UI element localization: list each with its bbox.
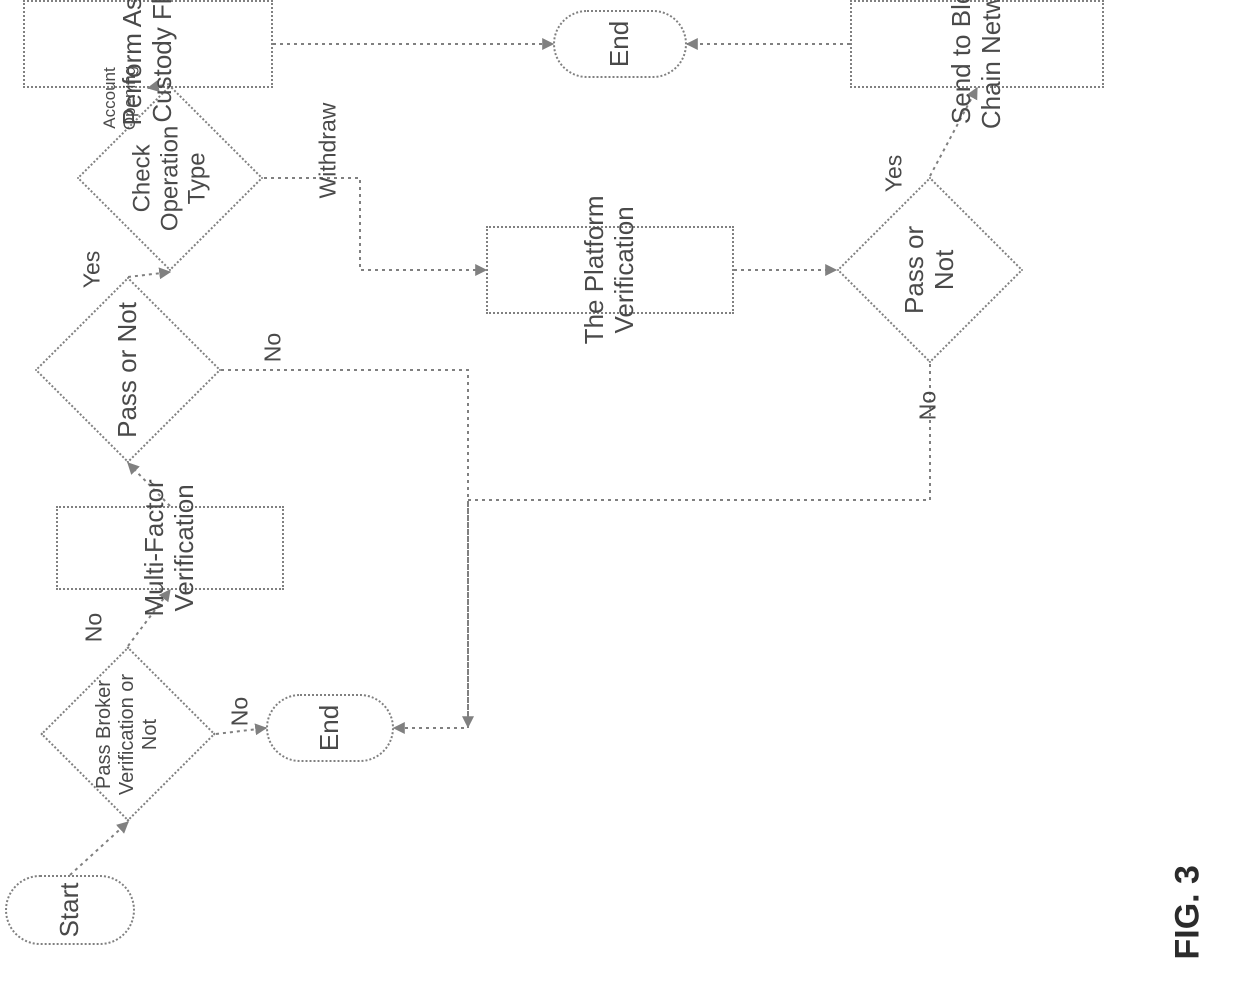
node-label: Pass orNot (900, 177, 960, 363)
node-label: Pass or Not (113, 277, 143, 463)
edge-label: Withdraw (315, 109, 342, 199)
node-broker_verif: Pass BrokerVerification orNot (40, 646, 216, 822)
node-end2: End (553, 10, 687, 78)
edge-label: No (227, 667, 254, 757)
node-pass2: Pass orNot (836, 176, 1024, 364)
node-mfa: Multi-FactorVerification (56, 506, 284, 590)
node-platform_verif: The PlatformVerification (486, 226, 734, 314)
node-label: Pass BrokerVerification orNot (93, 646, 162, 821)
edge-label: No (260, 303, 287, 393)
node-label: End (315, 666, 345, 790)
node-custody: Perform AssetCustody Flow (23, 0, 273, 88)
node-label: The PlatformVerification (580, 148, 640, 392)
node-label: End (605, 0, 635, 109)
node-send_block: Send to BlockChain Network (850, 0, 1104, 88)
node-label: Start (55, 847, 85, 973)
node-label: Send to BlockChain Network (947, 0, 1007, 169)
node-start: Start (5, 875, 135, 945)
node-label: CheckOperationType (129, 85, 212, 271)
node-label: Multi-FactorVerification (140, 436, 200, 660)
node-pass1: Pass or Not (35, 277, 221, 463)
node-end1: End (266, 694, 394, 762)
figure-caption: FIG. 3 (1169, 820, 1208, 960)
edge-label: Yes (79, 225, 106, 315)
flowchart-canvas: FIG. 3 Start Pass BrokerVerification orNo… (0, 0, 1240, 1006)
edge-label: No (915, 361, 942, 451)
